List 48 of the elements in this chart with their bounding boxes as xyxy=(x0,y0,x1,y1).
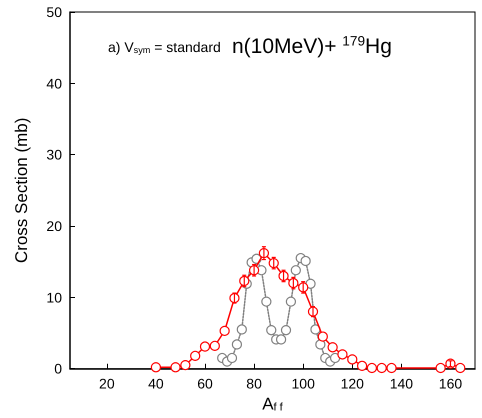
x-tick-label: 100 xyxy=(292,376,316,392)
point xyxy=(347,354,358,365)
point xyxy=(170,362,181,372)
point xyxy=(236,324,247,335)
point xyxy=(310,324,321,335)
point xyxy=(330,352,340,364)
y-tick-label: 40 xyxy=(46,75,62,92)
point xyxy=(337,349,348,360)
y-tick-label: 20 xyxy=(46,218,62,234)
point xyxy=(261,296,272,307)
point xyxy=(280,325,292,336)
point xyxy=(190,350,200,361)
point xyxy=(210,340,220,351)
x-tick-label: 20 xyxy=(99,376,115,392)
point xyxy=(328,342,338,352)
point xyxy=(286,296,296,307)
point xyxy=(300,256,311,266)
point xyxy=(376,362,387,374)
point xyxy=(455,362,466,374)
point xyxy=(318,332,328,342)
annotation: a) Vsym = standard xyxy=(108,39,221,55)
x-tick-label: 60 xyxy=(197,376,213,392)
y-axis-title: Cross Section (mb) xyxy=(12,118,31,264)
x-tick-label: 80 xyxy=(246,376,262,392)
point xyxy=(366,362,378,374)
y-tick-label: 0 xyxy=(54,360,62,377)
point xyxy=(200,341,210,352)
x-tick-label: 160 xyxy=(438,376,462,392)
y-tick-label: 50 xyxy=(46,4,62,20)
y-tick-label: 30 xyxy=(46,146,62,163)
point xyxy=(315,339,326,350)
x-tick-label: 120 xyxy=(340,376,364,392)
point xyxy=(386,362,397,374)
point xyxy=(436,362,446,374)
x-tick-label: 140 xyxy=(390,376,414,392)
point xyxy=(232,339,242,350)
point xyxy=(180,360,190,370)
point xyxy=(266,325,276,336)
point xyxy=(150,362,162,372)
point xyxy=(220,326,230,336)
point xyxy=(226,352,238,364)
point xyxy=(276,334,286,345)
point xyxy=(305,278,316,289)
point xyxy=(290,265,301,276)
y-tick-label: 10 xyxy=(46,289,62,306)
x-axis-title: Af f xyxy=(262,394,284,414)
point xyxy=(357,360,368,371)
x-tick-label: 40 xyxy=(148,376,164,392)
